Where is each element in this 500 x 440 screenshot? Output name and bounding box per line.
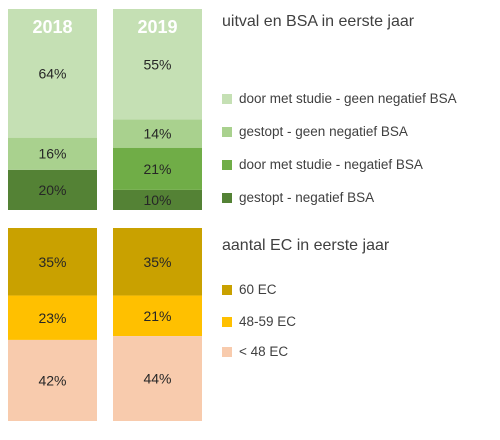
legend-label: door met studie - geen negatief BSA [239, 91, 457, 106]
data-label: 16% [38, 146, 66, 162]
legend-swatch [222, 193, 232, 203]
bar-segment [8, 339, 97, 421]
data-label: 10% [143, 192, 171, 208]
bar-segment [8, 228, 97, 296]
bar-segment [8, 169, 97, 210]
bar-segment [113, 119, 202, 148]
legend-label: door met studie - negatief BSA [239, 157, 423, 172]
bar-segment [113, 336, 202, 421]
data-label: 64% [38, 65, 66, 81]
data-label: 21% [143, 308, 171, 324]
data-label: 35% [143, 254, 171, 270]
category-label: 2018 [32, 17, 72, 37]
legend-title-ec: aantal EC in eerste jaar [222, 237, 390, 254]
data-label: 35% [38, 254, 66, 270]
legend-label: < 48 EC [239, 344, 289, 359]
legend-label: 48-59 EC [239, 314, 297, 329]
legend-swatch [222, 160, 232, 170]
legend-title-bsa: uitval en BSA in eerste jaar [222, 13, 415, 30]
bar-segment [113, 9, 202, 120]
legend-swatch [222, 285, 232, 295]
data-label: 55% [143, 56, 171, 72]
bar-segment [8, 295, 97, 340]
legend-swatch [222, 94, 232, 104]
bar-segment [113, 147, 202, 190]
bar-segment [8, 9, 97, 138]
legend-label: 60 EC [239, 282, 277, 297]
data-label: 42% [38, 372, 66, 388]
data-label: 20% [38, 182, 66, 198]
data-label: 23% [38, 310, 66, 326]
bar-segment [113, 228, 202, 296]
category-label: 2019 [137, 17, 177, 37]
legend-swatch [222, 127, 232, 137]
bar-segment [113, 295, 202, 337]
bar-segment [8, 137, 97, 170]
legend-swatch [222, 317, 232, 327]
legend-swatch [222, 347, 232, 357]
legend-label: gestopt - geen negatief BSA [239, 124, 408, 139]
bar-segment [113, 189, 202, 210]
data-label: 44% [143, 371, 171, 387]
data-label: 14% [143, 126, 171, 142]
legend-label: gestopt - negatief BSA [239, 190, 375, 205]
data-label: 21% [143, 161, 171, 177]
